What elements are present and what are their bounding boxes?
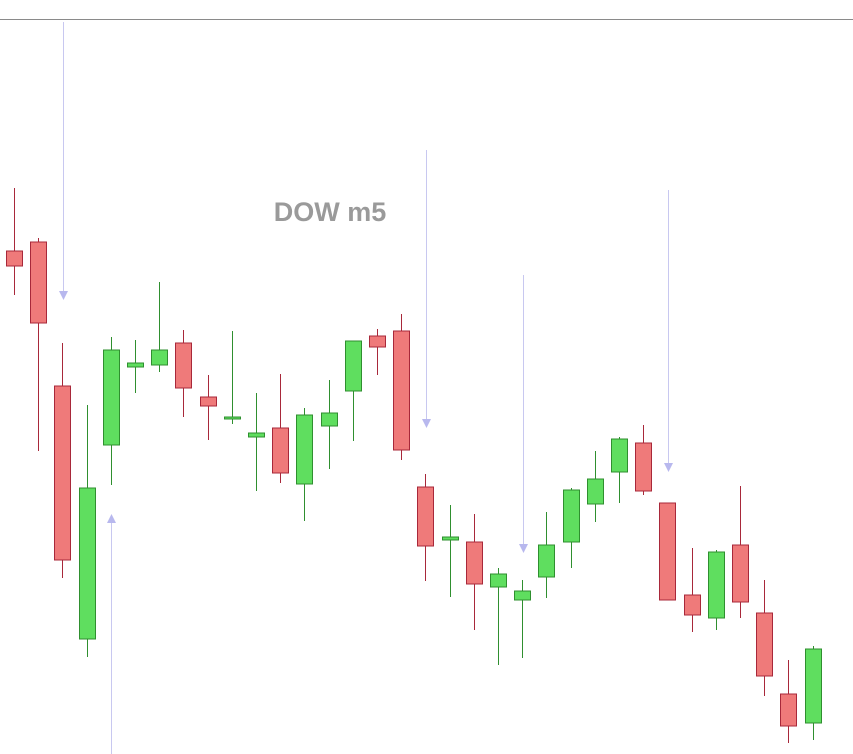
candle-body: [54, 385, 71, 561]
candle-body: [369, 335, 386, 348]
candle-body: [490, 573, 507, 588]
candle-body: [514, 590, 531, 601]
candle-body: [6, 250, 23, 267]
candle-body: [708, 551, 725, 619]
candle-body: [30, 241, 47, 324]
candle-body: [659, 502, 676, 601]
candle-body: [175, 342, 192, 389]
candle-body: [248, 432, 265, 438]
candle-body: [321, 412, 338, 427]
candle-body: [466, 541, 483, 585]
candle-body: [442, 536, 459, 541]
signal-arrow: [59, 291, 68, 300]
candle-body: [732, 544, 749, 603]
candle-body: [805, 648, 822, 724]
candle-body: [272, 427, 289, 474]
candle-body: [79, 487, 96, 640]
chart-title: DOW m5: [274, 197, 387, 227]
candle-body: [296, 414, 313, 485]
candle-body: [417, 486, 434, 547]
signals: [59, 22, 673, 754]
signal-arrow: [107, 514, 116, 523]
signal-arrow: [664, 463, 673, 472]
candle-body: [635, 442, 652, 492]
candle-body: [563, 489, 580, 543]
candle-body: [127, 362, 144, 368]
signal-arrow: [519, 544, 528, 553]
candle-body: [538, 544, 555, 578]
candle-body: [224, 416, 241, 420]
candle-body: [393, 330, 410, 451]
candle-body: [756, 612, 773, 677]
candle-body: [200, 396, 217, 407]
candle-body: [345, 340, 362, 392]
candle-body: [103, 349, 120, 446]
candle-body: [684, 594, 701, 616]
candle-body: [587, 478, 604, 505]
signal-arrow: [422, 419, 431, 428]
candle-body: [611, 438, 628, 473]
candle-body: [780, 693, 797, 727]
candle-body: [151, 349, 168, 366]
